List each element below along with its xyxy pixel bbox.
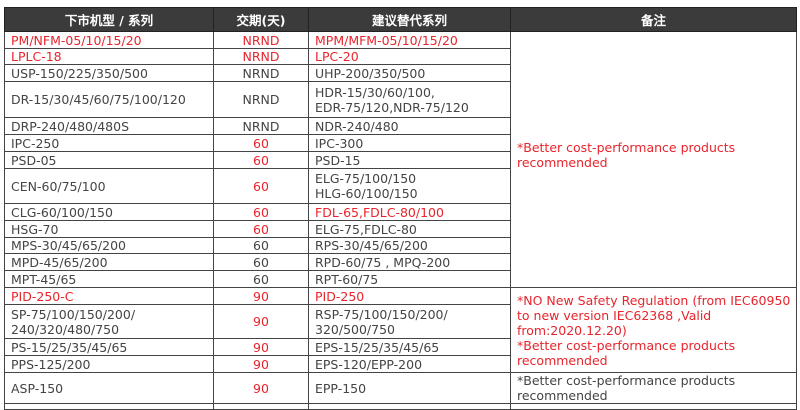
header-remarks: 备注 <box>510 7 797 32</box>
replacement-cell: LPC-20 <box>308 48 511 65</box>
model-cell: PM/NFM-05/10/15/20 <box>4 31 214 49</box>
table-row: PM/NFM-05/10/15/20 NRND MPM/MFM-05/10/15/2… <box>4 31 797 288</box>
table-row: SP-75/100/150/200/240/320/480/750 90 RSP-7… <box>4 304 797 339</box>
model-cell: IPC-250 <box>4 134 214 152</box>
remarks-cell: *Better cost-performance products recomm… <box>510 31 797 288</box>
table-row: MPS-30/45/65/200 60 RPS-30/45/65/200 <box>4 237 797 254</box>
model-cell: PSD-05 <box>4 151 214 169</box>
header-model: 下市机型 / 系列 <box>4 7 214 32</box>
replacement-cell: IPC-300 <box>308 134 511 152</box>
model-cell: CEN-60/75/100 <box>4 168 214 204</box>
table-row: USP-150/225/350/500 NRND UHP-200/350/500 <box>4 64 797 82</box>
table-row: CEN-60/75/100 60 ELG-75/100/150 HLG-60/100/… <box>4 168 797 204</box>
lead-time-cell: NRND <box>213 81 309 118</box>
lead-time-cell: NRND <box>213 64 309 82</box>
model-cell: LPLC-18 <box>4 48 214 65</box>
header-replacement: 建议替代系列 <box>308 7 511 32</box>
model-cell: USP-150/225/350/500 <box>4 64 214 82</box>
discontinued-products-table: 下市机型 / 系列 交期(天) 建议替代系列 备注 PM/NFM-05/10/1… <box>4 7 797 410</box>
replacement-cell: PID-250 <box>308 287 511 305</box>
table-row: PID-250-C 90 PID-250 *NO New Safety Regulat… <box>4 287 797 373</box>
empty-cell <box>510 403 797 410</box>
model-cell: MPT-45/65 <box>4 270 214 288</box>
replacement-cell: RSP-75/100/150/200/320/500/750 <box>308 304 511 339</box>
model-cell: MPD-45/65/200 <box>4 253 214 271</box>
replacement-cell: MPM/MFM-05/10/15/20 <box>308 31 511 49</box>
model-cell: PPS-125/200 <box>4 355 214 373</box>
header-row: 下市机型 / 系列 交期(天) 建议替代系列 备注 <box>4 7 797 32</box>
replacement-cell: RPS-30/45/65/200 <box>308 237 511 254</box>
replacement-cell: EPP-150 <box>308 372 511 404</box>
lead-time-cell: NRND <box>213 48 309 65</box>
lead-time-cell: 90 <box>213 338 309 356</box>
table-row: IPC-250 60 IPC-300 <box>4 134 797 152</box>
replacement-cell: HDR-15/30/60/100, EDR-75/120,NDR-75/120 <box>308 81 511 118</box>
lead-time-cell: 90 <box>213 355 309 373</box>
replacement-cell: ELG-75/100/150 HLG-60/100/150 <box>308 168 511 204</box>
model-cell: DRP-240/480/480S <box>4 117 214 135</box>
table-row: PS-15/25/35/45/65 90 EPS-15/25/35/45/65 <box>4 338 797 356</box>
empty-cell <box>4 403 214 410</box>
lead-time-cell: 60 <box>213 220 309 238</box>
replacement-cell: ELG-75,FDLC-80 <box>308 220 511 238</box>
model-cell: HSG-70 <box>4 220 214 238</box>
lead-time-cell: 90 <box>213 287 309 305</box>
remarks-cell: *Better cost-performance products recomm… <box>510 372 797 404</box>
replacement-cell: FDL-65,FDLC-80/100 <box>308 203 511 221</box>
lead-time-cell: 90 <box>213 304 309 339</box>
lead-time-cell: 60 <box>213 134 309 152</box>
replacement-cell: EPS-120/EPP-200 <box>308 355 511 373</box>
table-row: DRP-240/480/480S NRND NDR-240/480 <box>4 117 797 135</box>
table-row: ASP-150 90 EPP-150 *Better cost-performance… <box>4 372 797 404</box>
lead-time-cell: 90 <box>213 372 309 404</box>
lead-time-cell: 60 <box>213 253 309 271</box>
replacement-cell: NDR-240/480 <box>308 117 511 135</box>
replacement-cell: RPT-60/75 <box>308 270 511 288</box>
remarks-cell: *NO New Safety Regulation (from IEC60950… <box>510 287 797 373</box>
lead-time-cell: 60 <box>213 203 309 221</box>
lead-time-cell: 60 <box>213 237 309 254</box>
model-cell: CLG-60/100/150 <box>4 203 214 221</box>
replacement-cell: UHP-200/350/500 <box>308 64 511 82</box>
replacement-cell: PSD-15 <box>308 151 511 169</box>
lead-time-cell: 60 <box>213 151 309 169</box>
model-cell: ASP-150 <box>4 372 214 404</box>
model-cell: MPS-30/45/65/200 <box>4 237 214 254</box>
model-cell: DR-15/30/45/60/75/100/120 <box>4 81 214 118</box>
model-cell: PS-15/25/35/45/65 <box>4 338 214 356</box>
replacement-cell: EPS-15/25/35/45/65 <box>308 338 511 356</box>
lead-time-cell: NRND <box>213 31 309 49</box>
table-row-partial <box>4 403 797 410</box>
model-cell: PID-250-C <box>4 287 214 305</box>
header-lead-time: 交期(天) <box>213 7 309 32</box>
lead-time-cell: 60 <box>213 270 309 288</box>
lead-time-cell: NRND <box>213 117 309 135</box>
empty-cell <box>213 403 309 410</box>
table-row: HSG-70 60 ELG-75,FDLC-80 <box>4 220 797 238</box>
empty-cell <box>308 403 511 410</box>
model-cell: SP-75/100/150/200/240/320/480/750 <box>4 304 214 339</box>
replacement-cell: RPD-60/75 , MPQ-200 <box>308 253 511 271</box>
lead-time-cell: 60 <box>213 168 309 204</box>
table-row: PSD-05 60 PSD-15 <box>4 151 797 169</box>
